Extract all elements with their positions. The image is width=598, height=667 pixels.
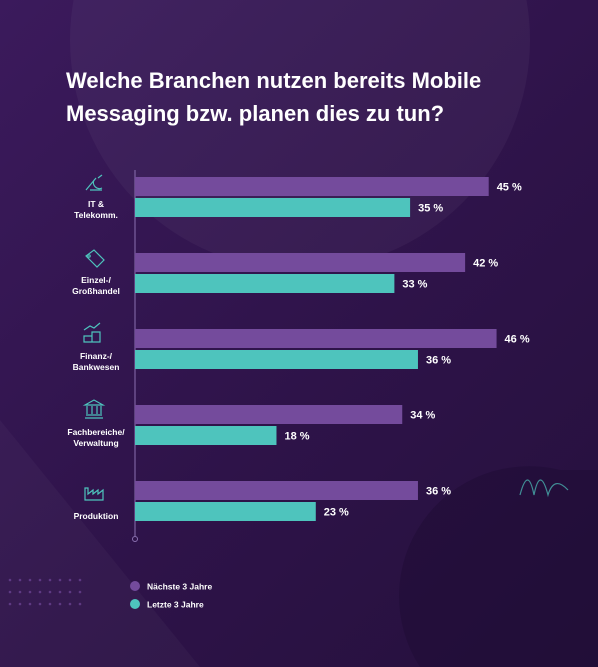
legend-label: Nächste 3 Jahre <box>147 581 212 591</box>
bar <box>135 502 316 521</box>
bar <box>135 350 418 369</box>
value-label: 18 % <box>284 430 309 442</box>
chart-title: Welche Branchen nutzen bereits Mobile Me… <box>66 68 482 126</box>
bar <box>135 481 418 500</box>
bar <box>135 329 497 348</box>
category-label: Finanz-/ Bankwesen <box>72 351 120 372</box>
legend-swatch <box>130 581 140 591</box>
value-label: 36 % <box>426 354 451 366</box>
bar <box>135 177 489 196</box>
bar <box>135 253 466 272</box>
category-label: Fachbereiche/ Verwaltung <box>67 427 125 448</box>
value-label: 34 % <box>410 409 435 421</box>
axis-end <box>132 536 138 542</box>
decor-dots <box>8 578 82 606</box>
decor-squiggle <box>519 479 569 498</box>
value-label: 45 % <box>497 181 522 193</box>
legend-swatch <box>130 599 140 609</box>
bar <box>135 198 411 217</box>
bar <box>135 274 395 293</box>
bar <box>135 405 403 424</box>
value-label: 33 % <box>402 278 427 290</box>
bar <box>135 426 277 445</box>
value-label: 23 % <box>324 506 349 518</box>
decor-arc <box>399 466 598 667</box>
category-label: Einzel-/ Großhandel <box>72 275 120 296</box>
value-label: 46 % <box>505 333 530 345</box>
category-label: Produktion <box>73 511 119 521</box>
value-label: 35 % <box>418 202 443 214</box>
value-label: 42 % <box>473 257 498 269</box>
icons <box>82 174 106 501</box>
decor-triangle <box>0 420 200 667</box>
value-label: 36 % <box>426 485 451 497</box>
category-label: IT & Telekomm. <box>74 199 118 220</box>
decor-circle <box>70 0 530 270</box>
legend-label: Letzte 3 Jahre <box>147 599 204 609</box>
